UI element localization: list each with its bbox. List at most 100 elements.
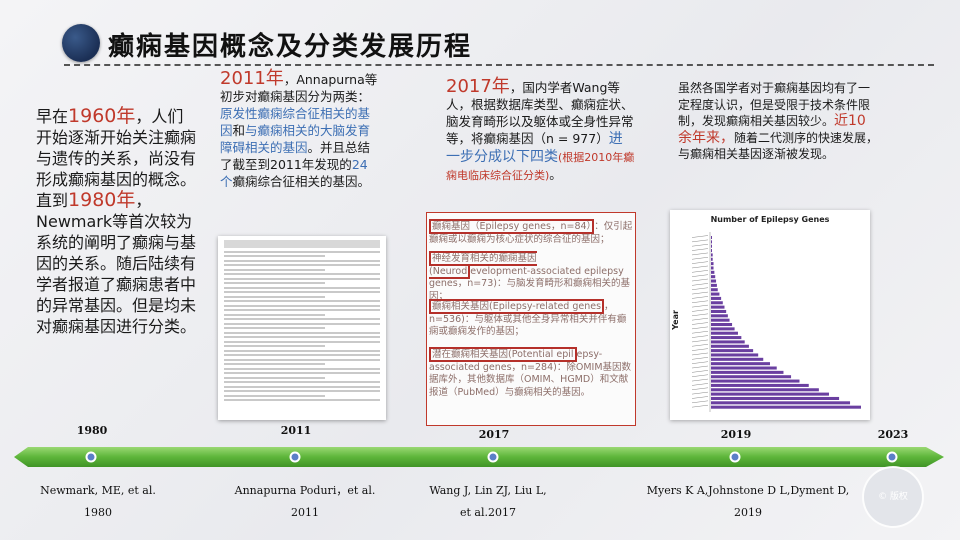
col2-text: 。并且总结了截至到2011年发现的 bbox=[220, 140, 371, 172]
chart-bar bbox=[711, 401, 851, 405]
col4-text: 虽然各国学者对于癫痫基因均有了一定程度认识，但是受限于技术条件限制，发现癫痫相关… bbox=[678, 81, 871, 128]
timeline-year: 1980 bbox=[76, 424, 108, 437]
chart-tick-label bbox=[691, 270, 709, 273]
col3-text: ，国内学者Wang等人，根据数据库类型、癫痫症状、脑发育畸形以及躯体或全身性异常… bbox=[446, 80, 634, 146]
highlight: 癫痫相关基因(Epilepsy-related genes bbox=[429, 299, 605, 314]
category-neurodevelopment-genes: 神经发育相关的癫痫基因(Neurod evelopment-associated … bbox=[427, 251, 633, 303]
chart-tick-label bbox=[691, 335, 709, 338]
chart-tick-label bbox=[691, 317, 709, 321]
chart-bar bbox=[711, 340, 745, 344]
chart-bar bbox=[711, 370, 784, 374]
chart-bar bbox=[711, 362, 770, 366]
watermark-logo: © 版权 bbox=[862, 466, 924, 528]
gene-count-24: 24个 bbox=[220, 157, 368, 189]
timeline-citation: Myers K A,Johnstone D L,Dyment D, 2019 bbox=[633, 480, 863, 524]
chart-tick-label bbox=[691, 387, 709, 391]
timeline-year: 2017 bbox=[478, 428, 510, 441]
chart-bar bbox=[711, 266, 714, 270]
category-desc: ：仅引起癫痫或以癫痫为核心症状的综合征的基因； bbox=[429, 221, 633, 245]
chart-tick-label bbox=[691, 330, 709, 334]
chart-tick-label bbox=[691, 309, 709, 312]
chart-bar bbox=[711, 383, 809, 387]
timeline-bar bbox=[14, 447, 944, 467]
chart-bar bbox=[711, 288, 718, 292]
category-epilepsy-genes: 癫痫基因（Epilepsy genes，n=84） ：仅引起癫痫或以癫痫为核心症状… bbox=[427, 219, 633, 246]
year-2011: 2011年 bbox=[220, 68, 284, 89]
category-primary-epilepsy: 原发性癫痫综合征相关的基因 bbox=[220, 106, 371, 138]
col4-text: 随着二代测序的快速发展，与癫痫相关基因逐渐被发现。 bbox=[678, 130, 879, 162]
intro-text-1960: 早在1960年，人们开始逐渐开始关注癫痫与遗传的关系，尚没有形成癫痫基因的概念。… bbox=[36, 106, 196, 337]
recent-decade: 近10余年来， bbox=[678, 113, 866, 146]
citation-authors: Annapurna Poduri，et al. bbox=[234, 484, 376, 497]
chart-tick-label bbox=[691, 313, 709, 317]
category-brain-development: 与癫痫相关的大脑发育障碍相关的基因 bbox=[220, 123, 371, 155]
chart-tick-label bbox=[691, 357, 709, 360]
four-categories: 进一步分成以下四类 bbox=[446, 131, 623, 165]
timeline-citation: Wang J, Lin ZJ, Liu L, et al.2017 bbox=[413, 480, 563, 524]
chart-bar bbox=[711, 244, 712, 248]
highlight: 潜在癫痫相关基因(Potential epil bbox=[429, 347, 577, 362]
classification-note: (根据2010年癫痫电临床综合征分类) bbox=[446, 151, 635, 182]
chart-bar bbox=[711, 353, 759, 357]
chart-bar bbox=[711, 405, 861, 409]
chart-tick-label bbox=[691, 378, 709, 382]
timeline-year: 2019 bbox=[720, 428, 752, 441]
category-epilepsy-related-genes: 癫痫相关基因(Epilepsy-related genes ，n=536)：与躯体… bbox=[427, 299, 633, 339]
citation-year: 2011 bbox=[291, 506, 319, 519]
citation-year: 1980 bbox=[84, 506, 112, 519]
chart-tick-label bbox=[691, 391, 709, 395]
timeline-dot bbox=[289, 451, 301, 463]
col1-text: 早在 bbox=[36, 107, 69, 126]
col2-text: ，Annapurna等初步对癫痫基因分为两类： bbox=[220, 72, 378, 104]
chart-tick-label bbox=[691, 265, 709, 269]
year-1960: 1960年 bbox=[68, 105, 136, 127]
chart-tick-label bbox=[691, 370, 709, 373]
chart-tick-label bbox=[691, 296, 709, 299]
chart-tick-label bbox=[691, 396, 709, 399]
chart-bar bbox=[711, 349, 754, 353]
chart-bar bbox=[711, 249, 712, 253]
chart-tick-label bbox=[691, 383, 709, 386]
gene-table-image bbox=[218, 236, 386, 420]
category-potential-genes: 潜在癫痫相关基因(Potential epil epsy-associated g… bbox=[427, 347, 633, 399]
col2-text: 癫痫综合征相关的基因。 bbox=[232, 174, 371, 189]
chart-bar bbox=[711, 236, 712, 240]
chart-bar bbox=[711, 283, 717, 287]
chart-y-label: Year bbox=[671, 310, 680, 331]
highlight: 神经发育相关的癫痫基因(Neurod bbox=[429, 251, 537, 279]
chart-bar bbox=[711, 279, 717, 283]
citation-year: et al.2017 bbox=[460, 506, 516, 519]
timeline-year: 2011 bbox=[280, 424, 312, 437]
chart-bar bbox=[711, 327, 735, 331]
citation-year: 2019 bbox=[734, 506, 762, 519]
chart-bar bbox=[711, 314, 728, 318]
chart-bar bbox=[711, 296, 722, 300]
chart-bar bbox=[711, 323, 733, 327]
chart-tick-label bbox=[691, 248, 709, 251]
title-divider bbox=[64, 64, 934, 66]
chart-tick-label bbox=[691, 274, 709, 277]
chart-tick-label bbox=[691, 300, 709, 304]
chart-bar bbox=[711, 292, 720, 296]
chart-tick-label bbox=[691, 404, 709, 408]
page-title: 癫痫基因概念及分类发展历程 bbox=[108, 32, 473, 62]
text-recent: 虽然各国学者对于癫痫基因均有了一定程度认识，但是受限于技术条件限制，发现癫痫相关… bbox=[678, 80, 878, 163]
chart-bar bbox=[711, 318, 730, 322]
chart-tick-label bbox=[691, 287, 709, 290]
col3-text: 。 bbox=[549, 167, 562, 182]
gene-category-box: 癫痫基因（Epilepsy genes，n=84） ：仅引起癫痫或以癫痫为核心症状… bbox=[426, 212, 636, 426]
timeline-arrow bbox=[14, 447, 944, 467]
year-1980: 1980年 bbox=[68, 189, 136, 211]
chart-bar bbox=[711, 262, 714, 266]
chart-bar bbox=[711, 240, 712, 244]
col2-text: 和 bbox=[232, 123, 246, 138]
chart-tick-label bbox=[691, 239, 709, 243]
chart-tick-label bbox=[691, 304, 709, 308]
timeline-citation: Annapurna Poduri，et al. 2011 bbox=[220, 480, 390, 524]
category-desc: evelopment-associated epilepsy genes，n=7… bbox=[429, 265, 630, 302]
chart-tick-label bbox=[691, 365, 709, 369]
text-2017: 2017年，国内学者Wang等人，根据数据库类型、癫痫症状、脑发育畸形以及躯体或… bbox=[446, 78, 636, 184]
chart-tick-label bbox=[691, 348, 709, 351]
chart-tick-label bbox=[691, 400, 709, 404]
timeline-citation: Newmark, ME, et al. 1980 bbox=[23, 480, 173, 524]
